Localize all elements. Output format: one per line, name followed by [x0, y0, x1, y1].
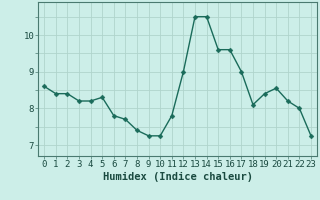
X-axis label: Humidex (Indice chaleur): Humidex (Indice chaleur) — [103, 172, 252, 182]
